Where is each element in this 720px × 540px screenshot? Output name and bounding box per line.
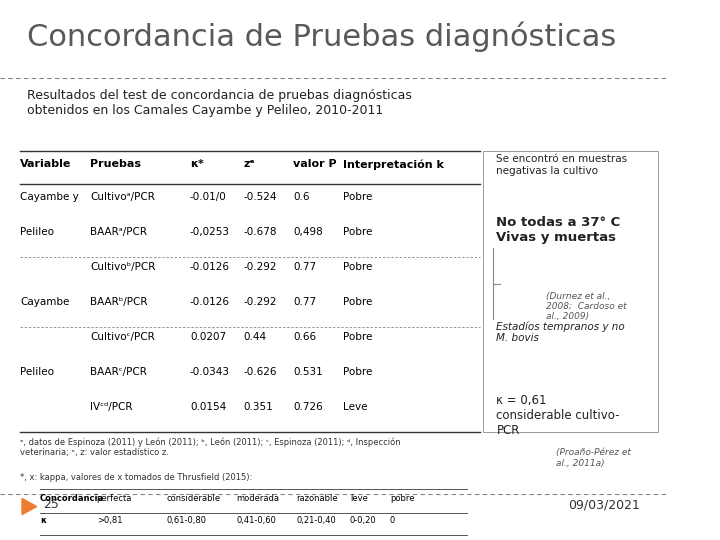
Text: κ*: κ*: [190, 159, 204, 170]
Text: zᵉ: zᵉ: [243, 159, 255, 170]
Text: -0.292: -0.292: [243, 262, 276, 272]
Text: 0-0,20: 0-0,20: [350, 516, 377, 525]
Text: valor P: valor P: [293, 159, 337, 170]
Text: Pelileo: Pelileo: [20, 367, 54, 377]
Text: -0.0343: -0.0343: [190, 367, 230, 377]
Text: razonable: razonable: [297, 494, 338, 503]
Text: perfecta: perfecta: [96, 494, 132, 503]
Text: 0.351: 0.351: [243, 402, 273, 413]
Text: -0.524: -0.524: [243, 192, 276, 202]
Text: 0.44: 0.44: [243, 332, 266, 342]
Text: Pobre: Pobre: [343, 297, 372, 307]
Text: Cultivoᵇ/PCR: Cultivoᵇ/PCR: [90, 262, 156, 272]
Text: >0,81: >0,81: [96, 516, 122, 525]
Text: 0.531: 0.531: [293, 367, 323, 377]
Text: κ = 0,61
considerable cultivo-
PCR: κ = 0,61 considerable cultivo- PCR: [497, 394, 620, 437]
Text: κ: κ: [40, 516, 46, 525]
Text: Estadíos tempranos y no
M. bovis: Estadíos tempranos y no M. bovis: [497, 321, 625, 343]
Text: No todas a 37° C
Vivas y muertas: No todas a 37° C Vivas y muertas: [497, 216, 621, 244]
Text: Pobre: Pobre: [343, 262, 372, 272]
Text: Se encontró en muestras
negativas la cultivo: Se encontró en muestras negativas la cul…: [497, 154, 628, 176]
Text: leve: leve: [350, 494, 368, 503]
Text: (Proaño-Pérez et
al., 2011a): (Proaño-Pérez et al., 2011a): [557, 448, 631, 468]
Text: ᵃ, datos de Espinoza (2011) y León (2011); ᵇ, León (2011); ᶜ, Espinoza (2011); ᵈ: ᵃ, datos de Espinoza (2011) y León (2011…: [20, 437, 400, 457]
Text: 0,61-0,80: 0,61-0,80: [166, 516, 207, 525]
Text: Pruebas: Pruebas: [90, 159, 141, 170]
Text: 0.77: 0.77: [293, 297, 316, 307]
Text: -0.292: -0.292: [243, 297, 276, 307]
Text: 0: 0: [390, 516, 395, 525]
Text: -0.678: -0.678: [243, 227, 276, 237]
Text: -0.0126: -0.0126: [190, 262, 230, 272]
Text: 0.0207: 0.0207: [190, 332, 226, 342]
Text: -0.0126: -0.0126: [190, 297, 230, 307]
Text: Pelileo: Pelileo: [20, 227, 54, 237]
Text: 0,21-0,40: 0,21-0,40: [297, 516, 336, 525]
Text: Cultivoᵃ/PCR: Cultivoᵃ/PCR: [90, 192, 155, 202]
Text: 0.0154: 0.0154: [190, 402, 226, 413]
Polygon shape: [22, 498, 37, 515]
Text: Pobre: Pobre: [343, 192, 372, 202]
Text: IVᶜᵈ/PCR: IVᶜᵈ/PCR: [90, 402, 132, 413]
Text: Variable: Variable: [20, 159, 71, 170]
Text: -0,0253: -0,0253: [190, 227, 230, 237]
Text: *, x: kappa, valores de x tomados de Thrusfield (2015):: *, x: kappa, valores de x tomados de Thr…: [20, 472, 252, 482]
Text: Concordancia de Pruebas diagnósticas: Concordancia de Pruebas diagnósticas: [27, 22, 616, 52]
Text: BAARᵃ/PCR: BAARᵃ/PCR: [90, 227, 147, 237]
Text: -0.626: -0.626: [243, 367, 276, 377]
Text: BAARᵇ/PCR: BAARᵇ/PCR: [90, 297, 148, 307]
Text: Leve: Leve: [343, 402, 368, 413]
Text: Pobre: Pobre: [343, 332, 372, 342]
Text: considerable: considerable: [166, 494, 221, 503]
Text: 09/03/2021: 09/03/2021: [568, 498, 640, 511]
Text: 0.6: 0.6: [293, 192, 310, 202]
Text: Interpretación k: Interpretación k: [343, 159, 444, 170]
Text: 0.66: 0.66: [293, 332, 316, 342]
Text: Cayambe: Cayambe: [20, 297, 69, 307]
Text: BAARᶜ/PCR: BAARᶜ/PCR: [90, 367, 147, 377]
Text: Pobre: Pobre: [343, 367, 372, 377]
Text: Concordancia: Concordancia: [40, 494, 104, 503]
Text: 25: 25: [43, 498, 59, 511]
Text: Cultivoᶜ/PCR: Cultivoᶜ/PCR: [90, 332, 155, 342]
Text: 0.726: 0.726: [293, 402, 323, 413]
FancyBboxPatch shape: [483, 151, 658, 432]
Text: Pobre: Pobre: [343, 227, 372, 237]
Text: moderada: moderada: [237, 494, 279, 503]
Text: Cayambe y: Cayambe y: [20, 192, 78, 202]
Text: 0,41-0,60: 0,41-0,60: [237, 516, 276, 525]
Text: -0.01/0: -0.01/0: [190, 192, 227, 202]
Text: (Durnez et al.,
2008;  Cardoso et
al., 2009): (Durnez et al., 2008; Cardoso et al., 20…: [546, 292, 627, 321]
Text: pobre: pobre: [390, 494, 415, 503]
Text: 0.77: 0.77: [293, 262, 316, 272]
Text: 0,498: 0,498: [293, 227, 323, 237]
Text: Resultados del test de concordancia de pruebas diagnósticas
obtenidos en los Cam: Resultados del test de concordancia de p…: [27, 89, 412, 117]
